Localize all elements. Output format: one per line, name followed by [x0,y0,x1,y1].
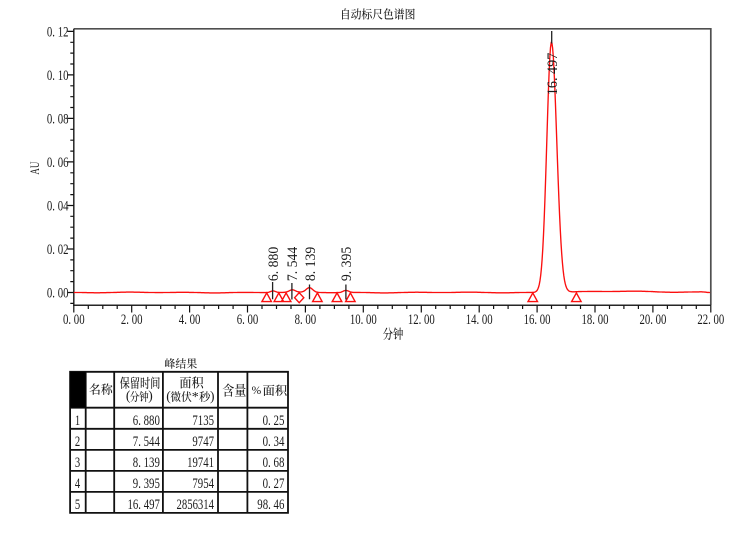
svg-text:): ) [210,388,215,403]
svg-text:0. 00: 0. 00 [63,312,85,328]
svg-text:8. 139: 8. 139 [133,455,160,471]
svg-text:7135: 7135 [192,413,214,429]
svg-text:0. 06: 0. 06 [47,155,69,171]
svg-text:7. 544: 7. 544 [285,246,301,281]
svg-text:9. 395: 9. 395 [133,476,160,492]
svg-text:): ) [148,388,153,403]
svg-text:0. 25: 0. 25 [263,413,285,429]
svg-text:0. 08: 0. 08 [47,112,69,128]
svg-text:AU: AU [27,161,42,174]
svg-text:3: 3 [75,455,80,471]
svg-text:4. 00: 4. 00 [179,312,201,328]
svg-text:1: 1 [75,413,80,429]
svg-text:(: ( [166,388,171,403]
svg-text:0. 10: 0. 10 [47,68,69,84]
svg-text:6. 880: 6. 880 [133,413,160,429]
svg-text:0. 27: 0. 27 [263,476,285,492]
svg-text:14. 00: 14. 00 [466,312,493,328]
svg-text:8. 00: 8. 00 [295,312,317,328]
svg-text:16. 497: 16. 497 [128,497,161,513]
svg-text:8. 139: 8. 139 [303,247,319,281]
svg-text:0. 00: 0. 00 [47,286,69,302]
svg-text:0. 04: 0. 04 [47,199,69,215]
svg-text:6. 00: 6. 00 [237,312,259,328]
svg-text:2856314: 2856314 [177,497,215,513]
svg-text:98. 46: 98. 46 [257,497,284,513]
svg-text:0. 02: 0. 02 [47,242,69,258]
svg-text:5: 5 [75,497,80,513]
svg-text:16. 00: 16. 00 [524,312,551,328]
svg-text:9747: 9747 [192,434,214,450]
svg-text:0. 12: 0. 12 [47,25,69,41]
svg-text:7954: 7954 [192,476,214,492]
svg-text:7. 544: 7. 544 [133,434,160,450]
svg-text:2: 2 [75,434,80,450]
svg-text:2. 00: 2. 00 [121,312,143,328]
svg-text:6. 880: 6. 880 [266,247,282,281]
svg-text:20. 00: 20. 00 [639,312,666,328]
svg-text:(: ( [126,388,131,403]
svg-text:%: % [252,385,262,397]
svg-text:18. 00: 18. 00 [582,312,609,328]
svg-text:19741: 19741 [187,455,214,471]
svg-text:0. 68: 0. 68 [263,455,285,471]
svg-text:9. 395: 9. 395 [339,247,355,281]
svg-text:12. 00: 12. 00 [408,312,435,328]
svg-text:22. 00: 22. 00 [697,312,724,328]
svg-text:16. 497: 16. 497 [545,52,561,95]
svg-text:0. 34: 0. 34 [263,434,285,450]
svg-text:*: * [192,390,199,405]
svg-text:4: 4 [75,476,81,492]
svg-text:10. 00: 10. 00 [350,312,377,328]
